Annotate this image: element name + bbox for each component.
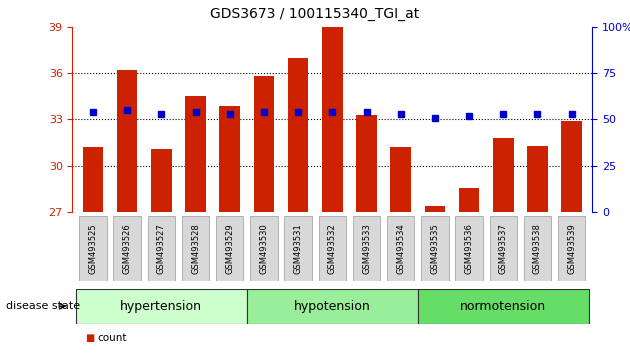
Text: normotension: normotension (461, 300, 546, 313)
Text: GSM493539: GSM493539 (567, 223, 576, 274)
Text: hypotension: hypotension (294, 300, 370, 313)
Bar (117, 70, 137, 212)
FancyBboxPatch shape (79, 216, 106, 281)
Bar (391, 147, 411, 212)
Bar (185, 96, 206, 212)
Text: GSM493535: GSM493535 (430, 223, 439, 274)
FancyBboxPatch shape (319, 216, 346, 281)
Bar (322, 27, 343, 212)
Bar (83, 147, 103, 212)
FancyBboxPatch shape (113, 216, 141, 281)
FancyBboxPatch shape (421, 216, 449, 281)
Bar (493, 138, 513, 212)
Bar (254, 76, 274, 212)
Bar (356, 115, 377, 212)
Text: GSM493536: GSM493536 (464, 223, 474, 274)
FancyBboxPatch shape (182, 216, 209, 281)
Text: ■: ■ (85, 333, 94, 343)
FancyBboxPatch shape (216, 216, 243, 281)
Bar (527, 146, 547, 212)
Text: GSM493527: GSM493527 (157, 223, 166, 274)
Bar (425, 206, 445, 212)
Text: GSM493534: GSM493534 (396, 223, 405, 274)
FancyBboxPatch shape (455, 216, 483, 281)
FancyBboxPatch shape (418, 289, 589, 324)
Text: GSM493531: GSM493531 (294, 223, 302, 274)
FancyBboxPatch shape (147, 216, 175, 281)
Text: GSM493529: GSM493529 (226, 223, 234, 274)
FancyBboxPatch shape (353, 216, 380, 281)
Bar (288, 58, 309, 212)
Bar (151, 149, 171, 212)
Text: GSM493525: GSM493525 (88, 223, 98, 274)
Text: hypertension: hypertension (120, 300, 202, 313)
Text: disease state: disease state (6, 301, 81, 311)
FancyBboxPatch shape (524, 216, 551, 281)
FancyBboxPatch shape (250, 216, 278, 281)
Bar (561, 121, 582, 212)
Bar (219, 105, 240, 212)
Text: GSM493533: GSM493533 (362, 223, 371, 274)
FancyBboxPatch shape (76, 289, 247, 324)
FancyBboxPatch shape (247, 289, 418, 324)
Bar (459, 188, 479, 212)
Text: count: count (98, 333, 127, 343)
Text: GDS3673 / 100115340_TGI_at: GDS3673 / 100115340_TGI_at (210, 7, 420, 21)
Text: GSM493537: GSM493537 (499, 223, 508, 274)
Text: GSM493526: GSM493526 (123, 223, 132, 274)
FancyBboxPatch shape (558, 216, 585, 281)
FancyBboxPatch shape (387, 216, 415, 281)
FancyBboxPatch shape (285, 216, 312, 281)
Text: GSM493530: GSM493530 (260, 223, 268, 274)
FancyBboxPatch shape (490, 216, 517, 281)
Text: GSM493532: GSM493532 (328, 223, 337, 274)
Text: GSM493528: GSM493528 (191, 223, 200, 274)
Text: GSM493538: GSM493538 (533, 223, 542, 274)
